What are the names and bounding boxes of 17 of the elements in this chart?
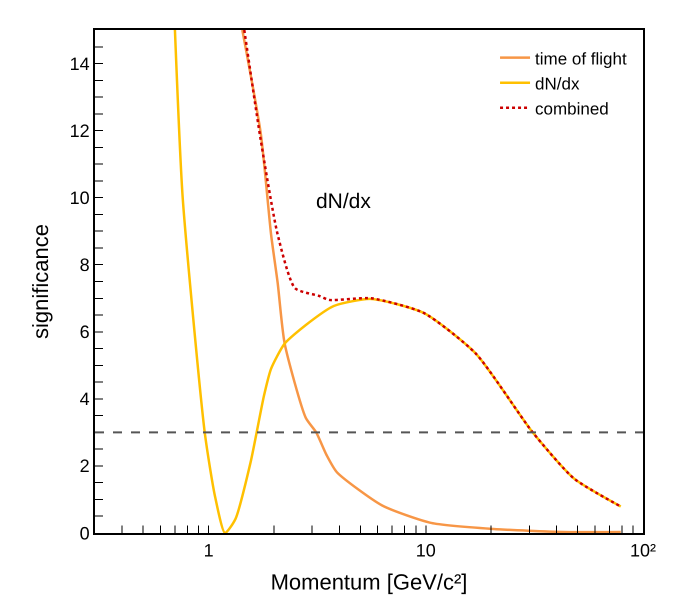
y-tick-label: 10 (70, 188, 90, 208)
y-tick-label: 4 (80, 389, 90, 410)
x-tick-label: 10 (416, 540, 436, 560)
x-tick-label: 1 (204, 540, 214, 560)
legend-label: combined (535, 99, 609, 118)
y-tick-label: 12 (70, 120, 90, 141)
y-tick-label: 2 (80, 456, 90, 476)
legend-label: time of flight (535, 49, 627, 68)
y-tick-label: 6 (80, 322, 90, 342)
annotation: dN/dx (316, 190, 372, 213)
y-axis-title: significance (28, 224, 53, 339)
y-tick-label: 14 (70, 54, 90, 74)
x-tick-label: 10² (630, 540, 656, 560)
legend-label: dN/dx (535, 74, 580, 94)
y-tick-label: 0 (80, 523, 90, 544)
x-axis-title: Momentum [GeV/c²] (270, 570, 468, 595)
y-tick-label: 8 (80, 255, 90, 276)
